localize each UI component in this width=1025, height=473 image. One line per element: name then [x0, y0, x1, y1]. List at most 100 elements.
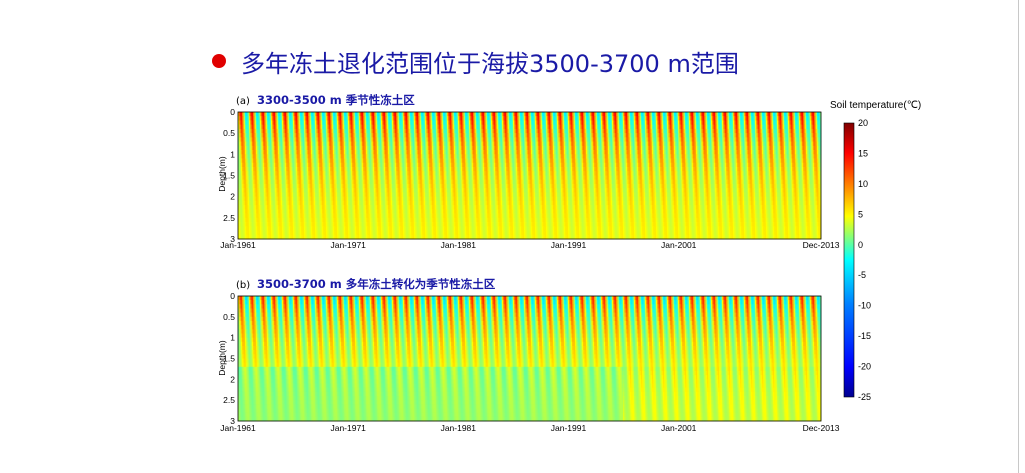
- heatmap-cell: [669, 128, 672, 134]
- heatmap-cell: [808, 137, 811, 142]
- heatmap-cell: [324, 128, 327, 134]
- heatmap-cell: [691, 128, 694, 134]
- heatmap-cell: [518, 120, 521, 126]
- heatmap-cell: [704, 112, 706, 117]
- heatmap-cell: [774, 137, 776, 142]
- heatmap-cell: [386, 116, 389, 121]
- heatmap-cell: [749, 128, 752, 134]
- heatmap-cell: [459, 116, 462, 121]
- heatmap-cell: [651, 112, 654, 117]
- heatmap-cell: [803, 133, 805, 138]
- heatmap-cell: [805, 133, 808, 138]
- heatmap-cell: [519, 128, 522, 134]
- heatmap-cell: [599, 112, 602, 117]
- heatmap-cell: [425, 116, 427, 121]
- heatmap-cell: [735, 137, 738, 142]
- heatmap-cell: [735, 124, 738, 130]
- heatmap-cell: [247, 141, 250, 147]
- heatmap-cell: [569, 128, 572, 134]
- heatmap-cell: [639, 133, 642, 138]
- heatmap-cell: [326, 116, 328, 121]
- heatmap-cell: [294, 133, 297, 138]
- heatmap-cell: [313, 137, 316, 142]
- heatmap-cell: [739, 112, 742, 117]
- heatmap-cell: [645, 120, 647, 126]
- heatmap-cell: [451, 124, 453, 130]
- heatmap-cell: [638, 128, 640, 134]
- heatmap-cell: [323, 133, 325, 138]
- heatmap-cell: [436, 137, 438, 142]
- heatmap-cell: [341, 128, 343, 134]
- heatmap-cell: [375, 112, 378, 117]
- heatmap-cell: [337, 124, 339, 130]
- heatmap-cell: [463, 112, 466, 117]
- heatmap-cell: [392, 137, 394, 142]
- heatmap-cell: [761, 137, 764, 142]
- heatmap-cell: [506, 116, 508, 121]
- heatmap-cell: [565, 128, 567, 134]
- heatmap-cell: [387, 120, 390, 126]
- heatmap-cell: [491, 112, 493, 117]
- heatmap-cell: [684, 112, 687, 117]
- heatmap-cell: [481, 137, 484, 142]
- heatmap-cell: [793, 137, 796, 142]
- heatmap-cell: [331, 120, 334, 126]
- heatmap-cell: [279, 116, 281, 121]
- heatmap-cell: [605, 124, 607, 130]
- heatmap-cell: [321, 128, 324, 134]
- heatmap-cell: [405, 124, 408, 130]
- heatmap-cell: [551, 120, 554, 126]
- heatmap-cell: [631, 112, 633, 117]
- heatmap-cell: [695, 116, 698, 121]
- heatmap-cell: [697, 124, 699, 130]
- heatmap-cell: [739, 120, 742, 126]
- heatmap-cell: [635, 133, 638, 138]
- heatmap-cell: [723, 120, 726, 126]
- heatmap-cell: [376, 137, 379, 142]
- heatmap-cell: [530, 133, 533, 138]
- heatmap-cell: [462, 137, 464, 142]
- heatmap-cell: [328, 133, 331, 138]
- heatmap-cell: [642, 137, 644, 142]
- heatmap-cell: [613, 112, 616, 117]
- heatmap-cell: [381, 116, 383, 121]
- heatmap-cell: [590, 112, 592, 117]
- heatmap-cell: [356, 137, 358, 142]
- heatmap-cell: [453, 112, 456, 117]
- heatmap-cell: [723, 128, 726, 134]
- heatmap-cell: [599, 137, 602, 142]
- heatmap-cell: [539, 120, 541, 126]
- heatmap-cell: [258, 120, 261, 126]
- heatmap-cell: [716, 116, 719, 121]
- heatmap-cell: [513, 112, 515, 117]
- slide-title: 多年冻土退化范围位于海拔3500-3700 m范围: [212, 44, 739, 78]
- heatmap-cell: [392, 128, 394, 134]
- heatmap-cell: [536, 133, 539, 138]
- heatmap-cell: [260, 120, 262, 126]
- heatmap-cell: [700, 137, 702, 142]
- heatmap-cell: [612, 124, 614, 130]
- heatmap-cell: [409, 137, 412, 142]
- heatmap-cell: [632, 120, 635, 126]
- heatmap-cell: [436, 133, 438, 138]
- heatmap-cell: [455, 116, 457, 121]
- heatmap-cell: [698, 128, 701, 134]
- heatmap-cell: [280, 116, 283, 121]
- heatmap-cell: [657, 128, 660, 134]
- heatmap-cell: [555, 124, 558, 130]
- heatmap-cell: [603, 128, 606, 134]
- heatmap-cell: [540, 120, 543, 126]
- heatmap-cell: [709, 112, 712, 117]
- heatmap-cell: [429, 120, 431, 126]
- heatmap-cell: [601, 137, 603, 142]
- heatmap-cell: [361, 133, 364, 138]
- heatmap-cell: [464, 124, 467, 130]
- heatmap-cell: [552, 133, 555, 138]
- heatmap-cell: [771, 133, 774, 138]
- heatmap-cell: [650, 116, 653, 121]
- heatmap-cell: [376, 133, 379, 138]
- heatmap-cell: [309, 137, 312, 142]
- heatmap-cell: [720, 112, 723, 117]
- heatmap-cell: [587, 133, 589, 138]
- heatmap-cell: [269, 120, 272, 126]
